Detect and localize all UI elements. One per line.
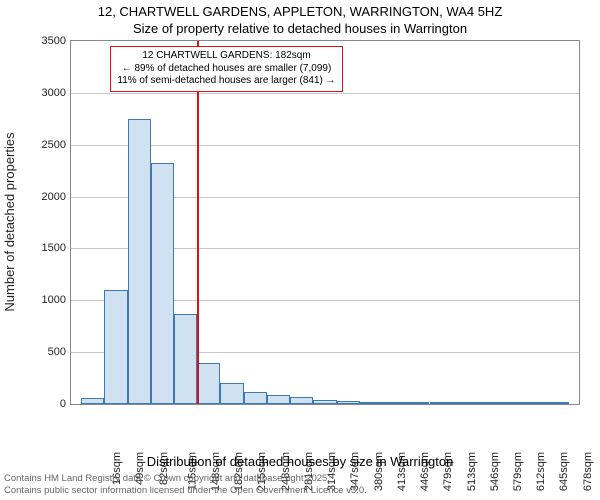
y-tick-label: 500: [16, 346, 66, 358]
figure: { "title_line1": "12, CHARTWELL GARDENS,…: [0, 0, 600, 500]
histogram-bar: [360, 402, 383, 404]
histogram-bar: [499, 402, 522, 404]
y-tick-label: 2500: [16, 139, 66, 151]
title-line-2: Size of property relative to detached ho…: [0, 21, 600, 36]
histogram-bar: [81, 398, 104, 404]
histogram-bar: [430, 402, 453, 404]
histogram-bar: [197, 363, 220, 404]
x-axis-label: Distribution of detached houses by size …: [0, 454, 600, 469]
title-line-1: 12, CHARTWELL GARDENS, APPLETON, WARRING…: [0, 4, 600, 19]
annotation-box: 12 CHARTWELL GARDENS: 182sqm ← 89% of de…: [110, 46, 342, 92]
annotation-line-1: 12 CHARTWELL GARDENS: 182sqm: [117, 50, 335, 63]
histogram-bar: [383, 402, 406, 404]
histogram-bar: [267, 395, 290, 404]
histogram-bar: [313, 400, 336, 404]
annotation-line-2: ← 89% of detached houses are smaller (7,…: [117, 63, 335, 76]
y-tick-label: 0: [16, 398, 66, 410]
y-tick-label: 1500: [16, 242, 66, 254]
histogram-bar: [128, 119, 151, 404]
histogram-bar: [453, 402, 476, 404]
histogram-bar: [151, 163, 174, 404]
histogram-bar: [337, 401, 360, 404]
y-tick-label: 2000: [16, 191, 66, 203]
y-tick-label: 3500: [16, 35, 66, 47]
histogram-bar: [476, 402, 499, 404]
plot-area: 12 CHARTWELL GARDENS: 182sqm ← 89% of de…: [70, 40, 580, 405]
y-tick-label: 3000: [16, 87, 66, 99]
footer-line-1: Contains HM Land Registry data © Crown c…: [4, 473, 596, 484]
histogram-bar: [244, 392, 267, 404]
annotation-line-3: 11% of semi-detached houses are larger (…: [117, 75, 335, 88]
histogram-bar: [104, 290, 127, 404]
footer-line-2: Contains public sector information licen…: [4, 485, 596, 496]
histogram-bar: [406, 402, 429, 404]
y-tick-label: 1000: [16, 294, 66, 306]
y-axis-label: Number of detached properties: [2, 132, 17, 311]
histogram-bar: [546, 402, 569, 404]
histogram-bar: [522, 402, 545, 404]
bars-layer: [71, 41, 579, 404]
histogram-bar: [290, 397, 313, 404]
histogram-bar: [174, 314, 197, 404]
histogram-bar: [220, 383, 243, 404]
